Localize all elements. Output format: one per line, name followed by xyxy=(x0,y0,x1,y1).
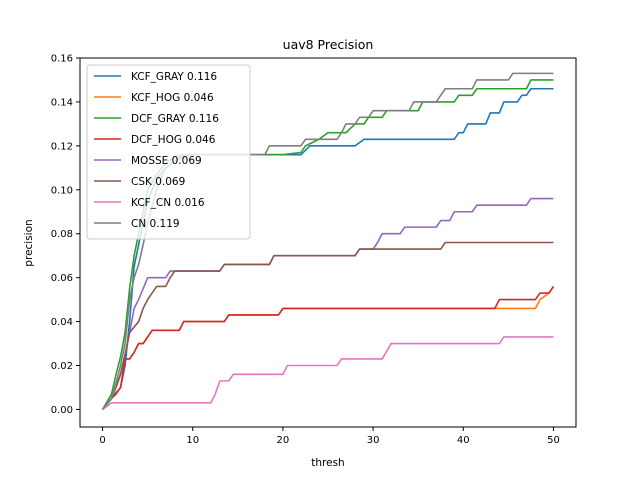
x-tick-label: 30 xyxy=(367,435,380,446)
series-line-dcf-hog xyxy=(101,285,555,410)
plot-area xyxy=(79,57,577,428)
y-tick-label: 0.04 xyxy=(51,317,73,328)
series-line-kcf-cn xyxy=(102,336,554,411)
series-line-dcf-gray xyxy=(101,79,554,410)
axes-frame xyxy=(79,57,577,428)
y-tick-label: 0.00 xyxy=(51,405,73,416)
y-axis-label: precision xyxy=(23,219,35,266)
legend-entry: MOSSE 0.069 xyxy=(131,155,202,167)
legend-box xyxy=(86,64,251,240)
y-axis: 0.00 0.02 0.04 0.06 0.08 0.10 0.12 0.14 0.16 xyxy=(51,54,80,416)
y-tick-label: 0.10 xyxy=(51,185,73,196)
legend-entry: DCF_HOG 0.046 xyxy=(131,134,216,146)
series-layer xyxy=(101,72,555,411)
x-tick-label: 20 xyxy=(277,435,290,446)
x-axis: 0 10 20 30 40 50 xyxy=(99,427,560,446)
x-tick-label: 40 xyxy=(457,435,470,446)
legend-entry: CSK 0.069 xyxy=(131,176,185,188)
series-line-kcf-hog xyxy=(101,285,555,410)
legend-entry: CN 0.119 xyxy=(131,218,180,230)
legend-entry: KCF_CN 0.016 xyxy=(131,197,205,209)
y-tick-label: 0.16 xyxy=(51,54,73,65)
legend-entry: KCF_GRAY 0.116 xyxy=(131,71,217,83)
legend-entry: DCF_GRAY 0.116 xyxy=(131,113,219,125)
x-axis-label: thresh xyxy=(311,457,344,469)
x-tick-label: 10 xyxy=(186,435,199,446)
x-tick-label: 50 xyxy=(547,435,560,446)
y-tick-label: 0.12 xyxy=(51,141,73,152)
x-tick-label: 0 xyxy=(99,435,105,446)
y-tick-label: 0.06 xyxy=(51,273,73,284)
series-line-cn xyxy=(101,72,554,410)
chart-title: uav8 Precision xyxy=(283,37,374,52)
legend: KCF_GRAY 0.116 KCF_HOG 0.046 DCF_GRAY 0.11… xyxy=(86,64,251,240)
y-tick-label: 0.02 xyxy=(51,361,73,372)
y-tick-label: 0.14 xyxy=(51,97,73,108)
y-tick-label: 0.08 xyxy=(51,229,73,240)
legend-entry: KCF_HOG 0.046 xyxy=(131,92,214,104)
series-line-kcf-gray xyxy=(101,87,554,410)
series-line-csk xyxy=(101,241,554,410)
